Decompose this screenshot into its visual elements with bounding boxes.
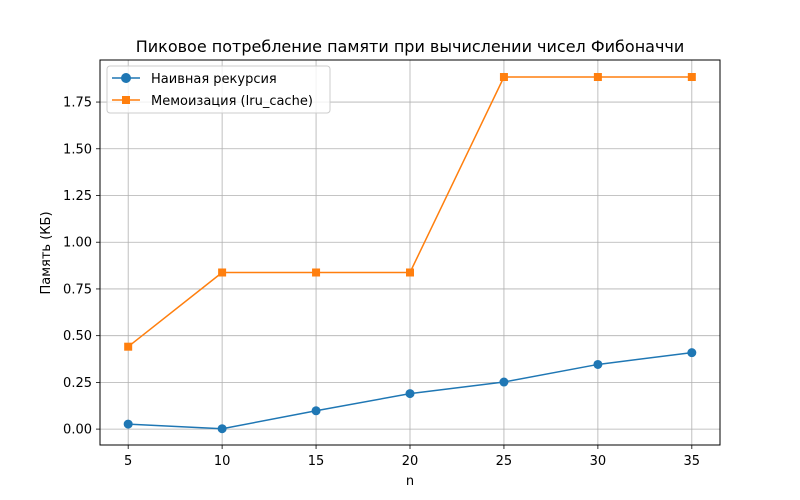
x-tick-label: 10: [214, 454, 231, 469]
x-tick-label: 35: [684, 454, 701, 469]
data-point: [593, 73, 602, 82]
data-point: [123, 419, 133, 429]
legend-label-naive: Наивная рекурсия: [151, 72, 277, 87]
y-tick-label: 0.75: [63, 282, 92, 297]
legend-item-memo: Мемоизация (lru_cache): [112, 94, 313, 109]
y-tick-label: 0.50: [63, 329, 92, 344]
data-point: [593, 359, 603, 369]
chart-title: Пиковое потребление памяти при вычислени…: [136, 37, 685, 56]
y-tick-label: 0.00: [63, 423, 92, 438]
x-axis: 5 10 15 20 25 30 35: [124, 445, 700, 469]
series-0: [123, 348, 697, 434]
y-tick-label: 1.25: [63, 189, 92, 204]
y-tick-label: 1.00: [63, 236, 92, 251]
legend-box: [106, 65, 331, 114]
legend-marker-naive: [121, 73, 131, 83]
data-point: [406, 268, 414, 277]
y-axis: 0.00 0.25 0.50 0.75 1.00 1.25 1.50 1.75: [63, 96, 100, 438]
legend-label-memo: Мемоизация (lru_cache): [151, 94, 313, 109]
data-point: [217, 424, 227, 434]
x-axis-label: n: [406, 474, 414, 489]
data-point: [311, 406, 321, 416]
x-tick-label: 25: [496, 454, 513, 469]
series-1: [124, 73, 696, 351]
x-tick-label: 30: [590, 454, 607, 469]
legend: Наивная рекурсия Мемоизация (lru_cache): [106, 65, 331, 114]
data-point: [124, 342, 133, 351]
data-point: [687, 348, 697, 358]
y-tick-label: 0.25: [63, 376, 92, 391]
y-axis-label: Память (КБ): [39, 211, 54, 294]
grid: [100, 60, 720, 445]
data-point: [312, 268, 321, 277]
data-point: [687, 73, 696, 82]
x-tick-label: 5: [124, 454, 132, 469]
data-point: [499, 73, 508, 82]
data-point: [405, 389, 415, 399]
y-tick-label: 1.75: [63, 96, 92, 111]
data-point: [499, 377, 509, 387]
x-tick-label: 20: [402, 454, 419, 469]
y-tick-label: 1.50: [63, 142, 92, 157]
legend-item-naive: Наивная рекурсия: [112, 72, 277, 87]
data-point: [218, 268, 227, 277]
series-layer: [123, 73, 697, 434]
x-tick-label: 15: [308, 454, 325, 469]
legend-marker-memo: [122, 96, 130, 104]
